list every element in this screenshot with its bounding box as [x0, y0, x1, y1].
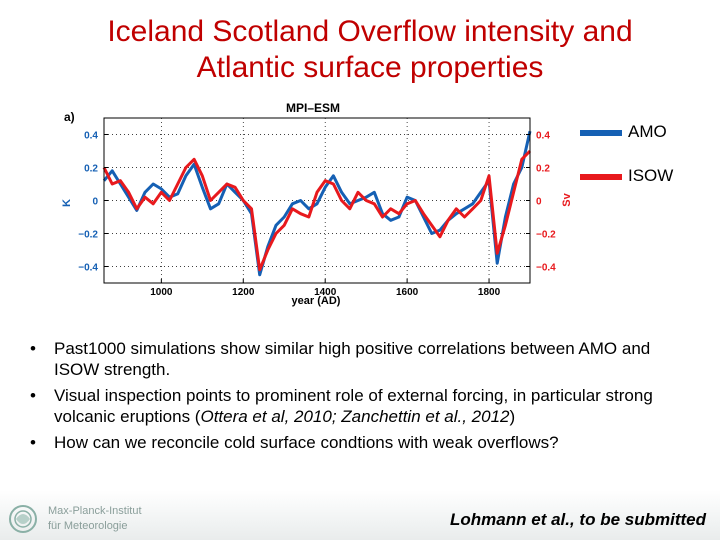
institute-line-1: Max-Planck-Institut: [48, 505, 142, 517]
x-axis-label: year (AD): [292, 295, 341, 307]
y-tick-label-left: −0.4: [78, 263, 98, 274]
bullet-text: Visual inspection points to prominent ro…: [54, 386, 653, 426]
legend-swatch-isow: [580, 174, 622, 180]
ticks: 1000 1200 1400 1600 1800 −0.4 −0.4 −0.2 −0.2 0 0 0.…: [78, 131, 556, 299]
series-line-amo: [102, 130, 532, 277]
chart-title: MPI–ESM: [286, 101, 340, 115]
series-group: [102, 130, 532, 277]
institute-name: Max-Planck-Institut für Meteorologie: [48, 504, 142, 534]
legend-label-amo: AMO: [628, 122, 667, 141]
bullet-list: Past1000 simulations show similar high p…: [30, 338, 680, 458]
x-tick-label: 1000: [150, 287, 173, 298]
series-line-isow: [102, 149, 532, 272]
x-tick-label: 1800: [478, 287, 501, 298]
author-citation: Lohmann et al., to be submitted: [450, 510, 706, 529]
bullet-item: How can we reconcile cold surface condti…: [30, 432, 680, 453]
bullet-text: How can we reconcile cold surface condti…: [54, 433, 559, 452]
y-axis-label-right: Sv: [561, 192, 573, 206]
institute-line-2: für Meteorologie: [48, 520, 128, 532]
x-tick-label: 1600: [396, 287, 419, 298]
y-tick-label-left: 0.4: [84, 131, 98, 142]
y-tick-label-right: −0.2: [536, 230, 556, 241]
bullet-text-tail: ): [509, 407, 516, 426]
x-tick-label: 1400: [314, 287, 337, 298]
y-axis-label-left: K: [61, 199, 73, 207]
y-tick-label-right: 0: [536, 197, 542, 208]
footer-bar: [0, 490, 720, 540]
y-tick-label-right: 0.4: [536, 131, 550, 142]
slide-title: Iceland Scotland Overflow intensity and …: [0, 14, 720, 86]
y-tick-label-left: −0.2: [78, 230, 98, 241]
legend-swatch-amo: [580, 130, 622, 136]
bullet-item: Past1000 simulations show similar high p…: [30, 338, 680, 380]
y-tick-label-left: 0: [92, 197, 98, 208]
panel-label: a): [64, 110, 75, 124]
y-tick-label-right: 0.2: [536, 164, 550, 175]
legend-label-isow: ISOW: [628, 166, 674, 185]
bullet-citation: Ottera et al, 2010; Zanchettin et al., 2…: [200, 407, 510, 426]
bullet-item: Visual inspection points to prominent ro…: [30, 385, 680, 427]
title-line-1: Iceland Scotland Overflow intensity and: [107, 15, 633, 48]
x-tick-label: 1200: [232, 287, 255, 298]
chart: a) MPI–ESM 1000 1200 1400 1600 1800 −0.4 −0.4 −…: [61, 101, 573, 307]
institute-logo: [9, 505, 37, 533]
y-tick-label-left: 0.2: [84, 164, 98, 175]
title-line-2: Atlantic surface properties: [196, 51, 544, 84]
y-tick-label-right: −0.4: [536, 263, 556, 274]
bullet-text: Past1000 simulations show similar high p…: [54, 339, 651, 379]
